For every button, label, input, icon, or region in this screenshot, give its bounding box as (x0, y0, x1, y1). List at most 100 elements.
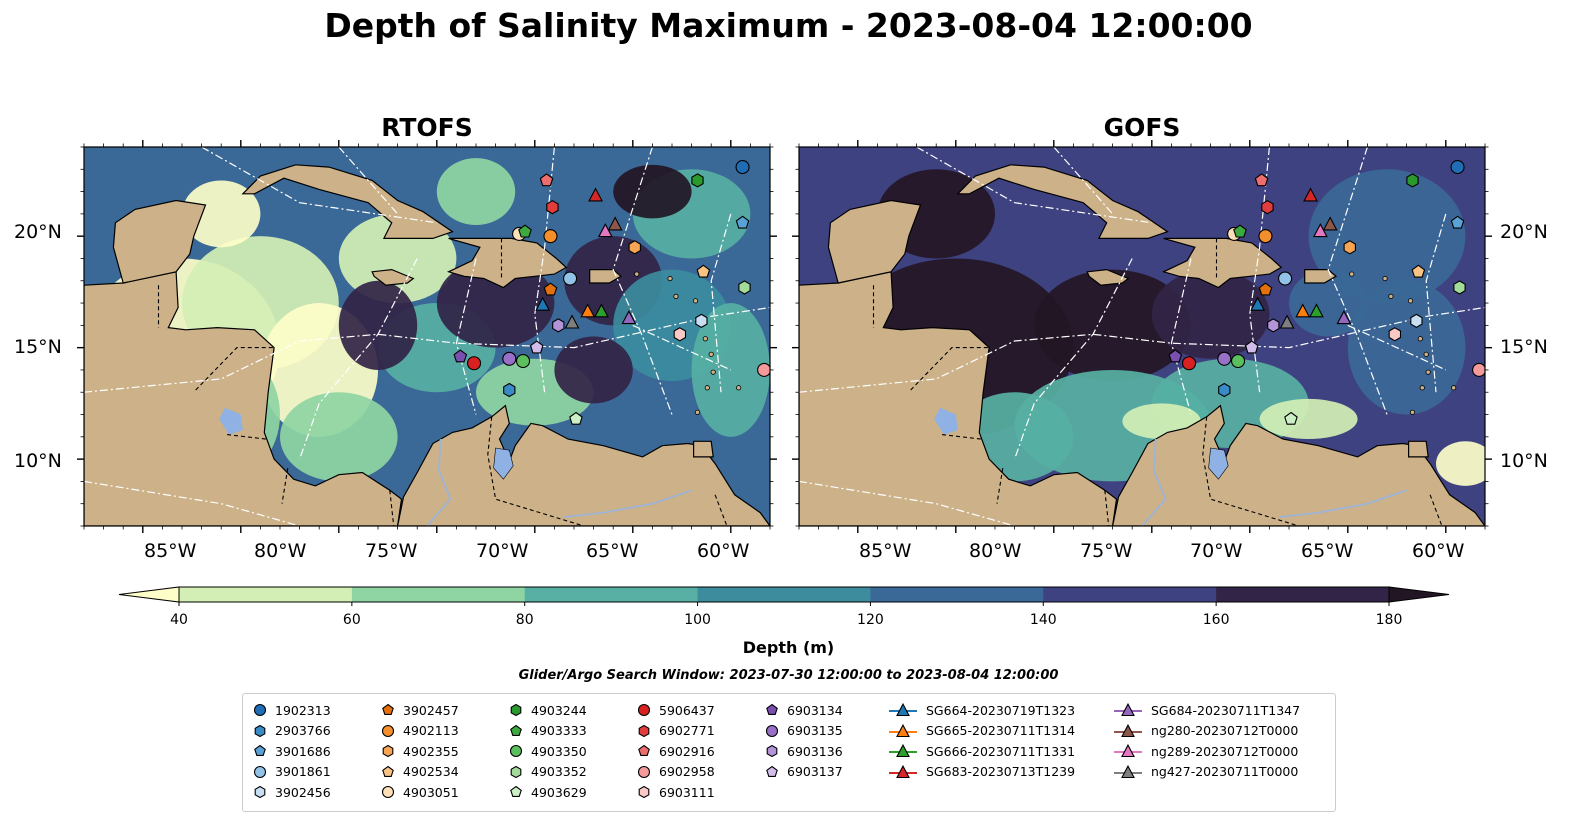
lon-label-65-right: 65°W (1301, 540, 1354, 562)
lake-maracaibo (493, 447, 514, 480)
legend-entry: 3901686 (253, 741, 331, 761)
country-border (487, 416, 584, 526)
obs-marker-6902916 (539, 173, 554, 187)
obs-marker-6903137 (529, 340, 544, 354)
colorbar-tick-label: 180 (1375, 612, 1403, 628)
obs-marker-SG666-20230711T1331 (1309, 303, 1324, 318)
lon-label-60-left: 60°W (697, 540, 750, 562)
legend-marker-icon (889, 702, 917, 717)
eez-boundary (799, 480, 1015, 526)
legend-entry: ng280-20230712T0000 (1113, 721, 1298, 741)
colorbar-bin (870, 587, 1044, 602)
obs-marker-6902916 (1254, 173, 1269, 187)
lake-nicaragua (934, 407, 958, 435)
legend-label: SG666-20230711T1331 (926, 743, 1076, 759)
legend-marker-icon (382, 703, 394, 715)
obs-marker-3902457 (543, 282, 558, 296)
river-orinoco (564, 489, 692, 518)
legend-label: 3902457 (403, 702, 459, 718)
legend-entry: 6902958 (637, 762, 715, 782)
legend-marker-icon (382, 765, 394, 777)
obs-marker-6902958 (757, 362, 770, 377)
legend-entry: 3902456 (253, 782, 331, 802)
land-yucatan (827, 199, 922, 284)
eez-boundary (916, 147, 1152, 224)
colorbar-extend-min (118, 586, 180, 603)
legend-label: 6903111 (659, 784, 715, 800)
land-cuba (241, 164, 454, 239)
lat-label-20-left: 20°N (14, 221, 62, 243)
legend-marker-icon (382, 744, 394, 758)
obs-marker-4903333 (1233, 224, 1247, 238)
country-border (910, 347, 990, 391)
obs-marker-4903244 (1406, 173, 1419, 188)
eez-boundary (710, 213, 732, 393)
lat-label-20-right: 20°N (1500, 221, 1548, 243)
eez-boundary (84, 306, 770, 393)
obs-marker-4903350 (1230, 353, 1246, 369)
map-panels (77, 140, 1492, 533)
eez-boundary (534, 147, 555, 393)
legend-marker-icon (510, 724, 522, 736)
legend-marker-icon (510, 785, 522, 797)
legend: 1902313 2903766 3901686 3901861 3902456 39024… (242, 693, 1336, 812)
legend-label: 1902313 (275, 702, 331, 718)
lake-maracaibo (1208, 447, 1229, 480)
legend-label: 4902355 (403, 743, 459, 759)
legend-marker-icon (766, 765, 778, 777)
legend-label: 6902771 (659, 723, 715, 738)
river-magdalena (426, 439, 452, 526)
legend-entry: ng427-20230711T0000 (1113, 762, 1298, 782)
eez-boundary (455, 258, 477, 415)
lon-label-70-left: 70°W (476, 540, 529, 562)
legend-label: ng427-20230711T0000 (1151, 764, 1299, 779)
land-jamaica (1086, 268, 1130, 286)
legend-label: 4903333 (531, 723, 587, 738)
legend-label: 3902456 (275, 784, 331, 800)
legend-marker-icon (253, 765, 267, 778)
obs-marker-4902355 (1343, 240, 1356, 255)
country-border (389, 490, 395, 526)
legend-label: 3901686 (275, 743, 331, 759)
legend-label: ng289-20230712T0000 (1151, 743, 1299, 759)
legend-entry: 1902313 (253, 700, 331, 720)
legend-entry: 6902916 (637, 741, 715, 761)
lon-label-60-right: 60°W (1412, 540, 1465, 562)
colorbar-label: Depth (m) (742, 638, 835, 657)
obs-marker-5906437 (466, 356, 482, 371)
obs-marker-6903134 (453, 349, 468, 363)
land-jamaica (371, 268, 415, 286)
colorbar-tick-label: 80 (515, 612, 534, 628)
obs-marker-3902456 (1410, 313, 1423, 329)
colorbar-bin (351, 587, 526, 602)
legend-marker-icon (509, 744, 523, 758)
eez-boundary (84, 480, 300, 526)
obs-marker-4902355 (628, 240, 641, 255)
legend-marker-icon (254, 785, 266, 799)
obs-marker-SG665-20230711T1314 (580, 303, 596, 318)
eez-boundary (1014, 258, 1133, 460)
legend-label: 3901861 (275, 764, 331, 779)
obs-marker-6903134 (1168, 349, 1183, 363)
legend-label: 4903244 (531, 702, 587, 718)
obs-marker-5906437 (1181, 356, 1197, 371)
legend-entry: 4903051 (381, 782, 459, 802)
obs-marker-3901686 (735, 215, 750, 229)
eez-boundary (632, 324, 732, 371)
legend-marker-icon (1114, 723, 1142, 737)
eez-boundary (1425, 213, 1447, 393)
obs-marker-6902958 (1472, 362, 1485, 377)
obs-marker-6902771 (1261, 200, 1274, 215)
lon-label-65-left: 65°W (586, 540, 639, 562)
legend-marker-icon (889, 723, 917, 737)
lon-label-75-left: 75°W (365, 540, 418, 562)
country-border (1104, 490, 1110, 526)
lat-label-10-left: 10°N (14, 450, 62, 472)
eez-boundary (201, 147, 437, 224)
river-magdalena (1141, 439, 1167, 526)
obs-marker-3901861 (563, 271, 578, 286)
colorbar-extend-max (1388, 586, 1450, 603)
obs-marker-3901861 (1278, 271, 1293, 286)
obs-marker-2903766 (1218, 382, 1231, 398)
lat-label-15-right: 15°N (1500, 336, 1548, 358)
